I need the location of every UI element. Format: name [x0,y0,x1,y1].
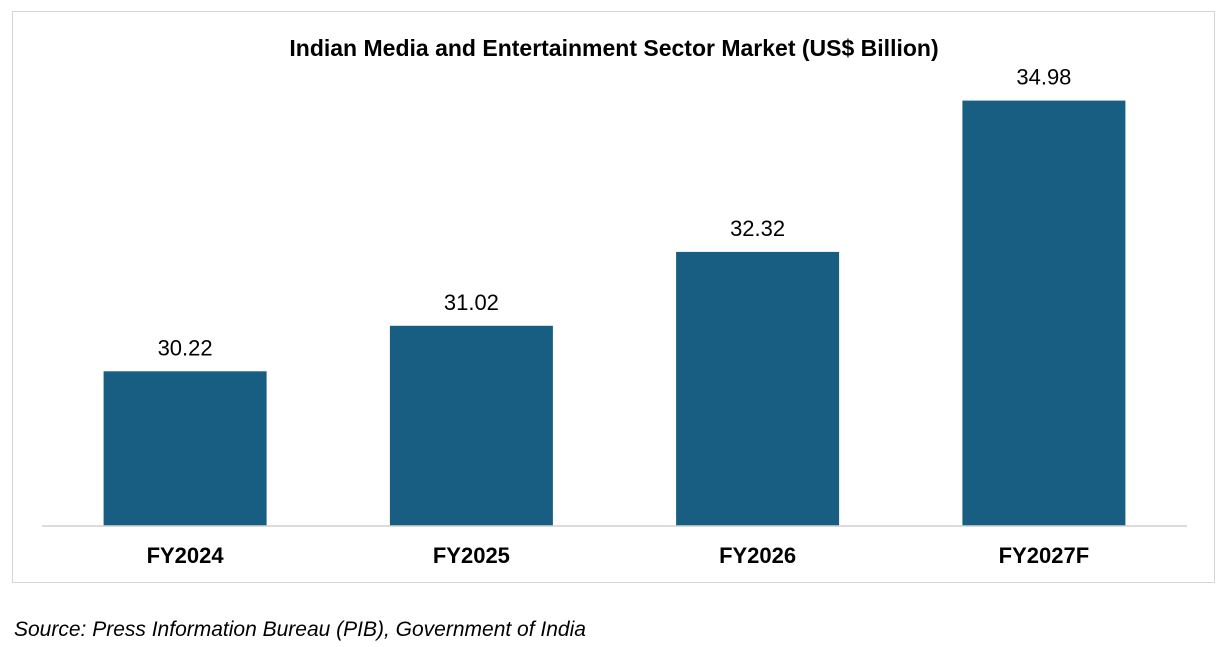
x-tick-label-fy2024: FY2024 [147,543,225,568]
x-tick-label-fy2026: FY2026 [719,543,796,568]
bars-layer [103,100,1126,526]
labels-layer: 30.22 FY2024 31.02 FY2025 32.32 FY2026 34.98 FY… [147,65,1090,568]
bar-fy2027f [962,100,1126,526]
bar-fy2025 [389,325,553,526]
value-label-fy2027f: 34.98 [1016,65,1071,90]
value-label-fy2025: 31.02 [444,290,499,315]
chart-title: Indian Media and Entertainment Sector Ma… [289,35,938,61]
value-label-fy2024: 30.22 [158,335,213,360]
x-tick-label-fy2025: FY2025 [433,543,510,568]
bar-fy2026 [676,251,840,526]
bar-fy2024 [103,371,267,526]
source-label: Source: [14,618,87,641]
source-text: Press Information Bureau (PIB), Governme… [86,618,586,641]
source-note: Source: Press Information Bureau (PIB), … [14,618,586,642]
x-tick-label-fy2027f: FY2027F [999,543,1090,568]
value-label-fy2026: 32.32 [730,216,785,241]
